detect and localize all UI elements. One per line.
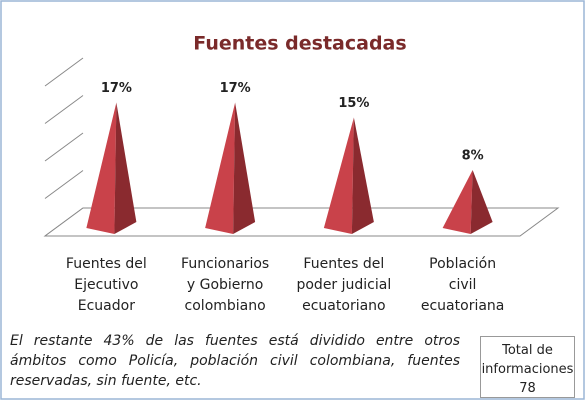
pyramid-face: [351, 117, 374, 234]
pyramid-face: [470, 170, 493, 234]
pyramid: [323, 117, 374, 234]
total-box: Total de informaciones 78: [480, 336, 575, 398]
pyramid-face: [442, 170, 473, 234]
value-label: 8%: [462, 149, 484, 164]
pyramid: [86, 102, 137, 234]
pyramid: [205, 102, 256, 234]
total-value: 78: [519, 381, 536, 396]
grid-line: [44, 170, 84, 199]
pyramid: [442, 170, 493, 234]
total-label: Total de informaciones: [481, 343, 574, 377]
grid-line: [44, 57, 84, 87]
grid-line: [44, 132, 84, 162]
x-tick-label: Población civil ecuatoriana: [420, 256, 505, 314]
pyramid-face: [205, 102, 236, 234]
x-tick-label: Fuentes del Ejecutivo Ecuador: [65, 256, 147, 314]
pyramid-face: [323, 117, 354, 234]
value-label: 15%: [338, 96, 369, 111]
pyramid-face: [86, 102, 117, 234]
chart-title: Fuentes destacadas: [193, 33, 406, 55]
floor: [43, 207, 560, 237]
pyramid-face: [233, 102, 256, 234]
value-label: 17%: [220, 81, 251, 96]
x-tick-label: Funcionarios y Gobierno colombiano: [181, 256, 270, 314]
grid-line: [44, 95, 84, 124]
note: El restante 43% de las fuentes está divi…: [10, 333, 460, 389]
x-tick-label: Fuentes del poder judicial ecuatoriano: [296, 256, 392, 314]
value-label: 17%: [101, 81, 132, 96]
pyramid-face: [114, 102, 137, 234]
